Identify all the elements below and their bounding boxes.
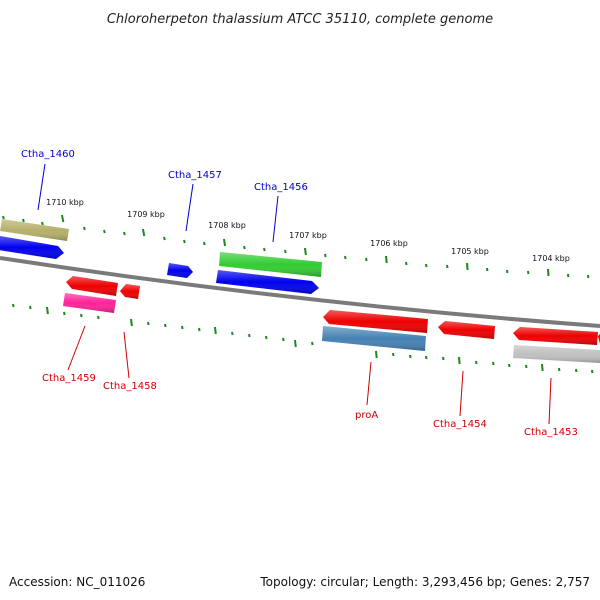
- gene-ctha-1456[interactable]: [219, 252, 322, 277]
- gene-label-ctha-1453: Ctha_1453: [524, 427, 578, 438]
- tick: [392, 352, 395, 357]
- accession-text: Accession: NC_011026: [9, 575, 145, 589]
- tick: [365, 257, 368, 262]
- kbp-label-1710: 1710 kbp: [46, 198, 84, 207]
- tick: [29, 305, 32, 310]
- leader-line-ctha-1460: [37, 163, 46, 211]
- tick: [405, 261, 408, 266]
- tick: [385, 255, 388, 264]
- tick: [198, 327, 201, 332]
- tick: [466, 262, 469, 271]
- genome-summary-text: Topology: circular; Length: 3,293,456 bp…: [259, 575, 590, 589]
- tick: [103, 229, 106, 234]
- genome-backbone: [0, 256, 600, 328]
- tick: [214, 326, 217, 335]
- gene-ctha-1458[interactable]: [120, 284, 140, 299]
- tick: [294, 339, 297, 348]
- gene-ctha-1453[interactable]: [513, 327, 600, 345]
- lower-tick-track: [12, 303, 594, 374]
- tick: [541, 363, 544, 372]
- tick: [61, 214, 65, 223]
- gene-upper-blue-1[interactable]: [0, 236, 64, 259]
- tick: [183, 239, 186, 244]
- tick: [304, 247, 307, 256]
- tick: [203, 241, 206, 246]
- tick: [492, 361, 495, 366]
- tick: [311, 341, 314, 346]
- tick: [375, 350, 378, 359]
- tick: [22, 218, 25, 223]
- tick: [97, 315, 100, 320]
- kbp-label-1707: 1707 kbp: [289, 231, 327, 240]
- tick: [181, 325, 184, 330]
- gene-upper-blue-2[interactable]: [167, 263, 193, 278]
- tick: [284, 249, 287, 254]
- leader-line-ctha-1456: [272, 195, 279, 243]
- gene-ctha-1460[interactable]: [0, 219, 69, 241]
- gene-lower-pink[interactable]: [63, 293, 116, 313]
- kbp-label-1705: 1705 kbp: [451, 247, 489, 256]
- tick: [46, 306, 49, 315]
- gene-ctha-1454[interactable]: [438, 321, 495, 339]
- tick: [80, 313, 83, 318]
- tick: [475, 360, 478, 365]
- tick: [508, 363, 511, 368]
- kbp-label-1708: 1708 kbp: [208, 221, 246, 230]
- leader-line-proa: [366, 361, 372, 406]
- tick: [142, 228, 146, 237]
- tick: [263, 247, 266, 252]
- kbp-label-1709: 1709 kbp: [127, 210, 165, 219]
- tick: [425, 355, 428, 360]
- tick: [63, 311, 66, 316]
- gene-ctha-1457[interactable]: [216, 270, 319, 294]
- tick: [243, 245, 246, 250]
- tick: [41, 221, 44, 226]
- gene-label-ctha-1457: Ctha_1457: [168, 170, 222, 181]
- tick: [442, 356, 445, 361]
- tick: [344, 255, 347, 260]
- upper-tick-track: [2, 214, 590, 279]
- genome-title: Chloroherpeton thalassium ATCC 35110, co…: [107, 12, 493, 27]
- kbp-label-1704: 1704 kbp: [532, 254, 570, 263]
- gene-lower-steelblue[interactable]: [322, 326, 426, 351]
- gene-proa[interactable]: [323, 310, 428, 333]
- tick: [446, 264, 449, 269]
- tick: [282, 337, 285, 342]
- tick: [409, 354, 412, 359]
- gene-label-proa: proA: [355, 410, 378, 421]
- gene-label-ctha-1458: Ctha_1458: [103, 381, 157, 392]
- tick: [147, 321, 150, 326]
- tick: [231, 331, 234, 336]
- leader-line-ctha-1454: [459, 370, 464, 417]
- tick: [163, 236, 166, 241]
- gene-lower-grey[interactable]: [513, 345, 600, 363]
- tick: [265, 335, 268, 340]
- tick: [164, 323, 167, 328]
- tick: [12, 303, 15, 308]
- tick: [123, 231, 126, 236]
- tick: [223, 238, 226, 247]
- kbp-label-1706: 1706 kbp: [370, 239, 408, 248]
- tick: [458, 356, 461, 365]
- gene-label-ctha-1456: Ctha_1456: [254, 182, 308, 193]
- tick: [425, 263, 428, 268]
- gene-label-ctha-1460: Ctha_1460: [21, 149, 75, 160]
- tick: [324, 253, 327, 258]
- tick: [130, 318, 133, 327]
- tick: [248, 333, 251, 338]
- leader-line-ctha-1457: [185, 183, 194, 232]
- leader-line-ctha-1459: [67, 325, 86, 371]
- tick: [2, 215, 5, 220]
- gene-ctha-1459[interactable]: [66, 276, 118, 296]
- gene-label-ctha-1454: Ctha_1454: [433, 419, 487, 430]
- tick: [547, 268, 550, 277]
- tick: [83, 226, 86, 231]
- leader-line-ctha-1453: [548, 377, 552, 425]
- leader-line-ctha-1458: [123, 331, 130, 379]
- tick: [525, 364, 528, 369]
- gene-label-ctha-1459: Ctha_1459: [42, 373, 96, 384]
